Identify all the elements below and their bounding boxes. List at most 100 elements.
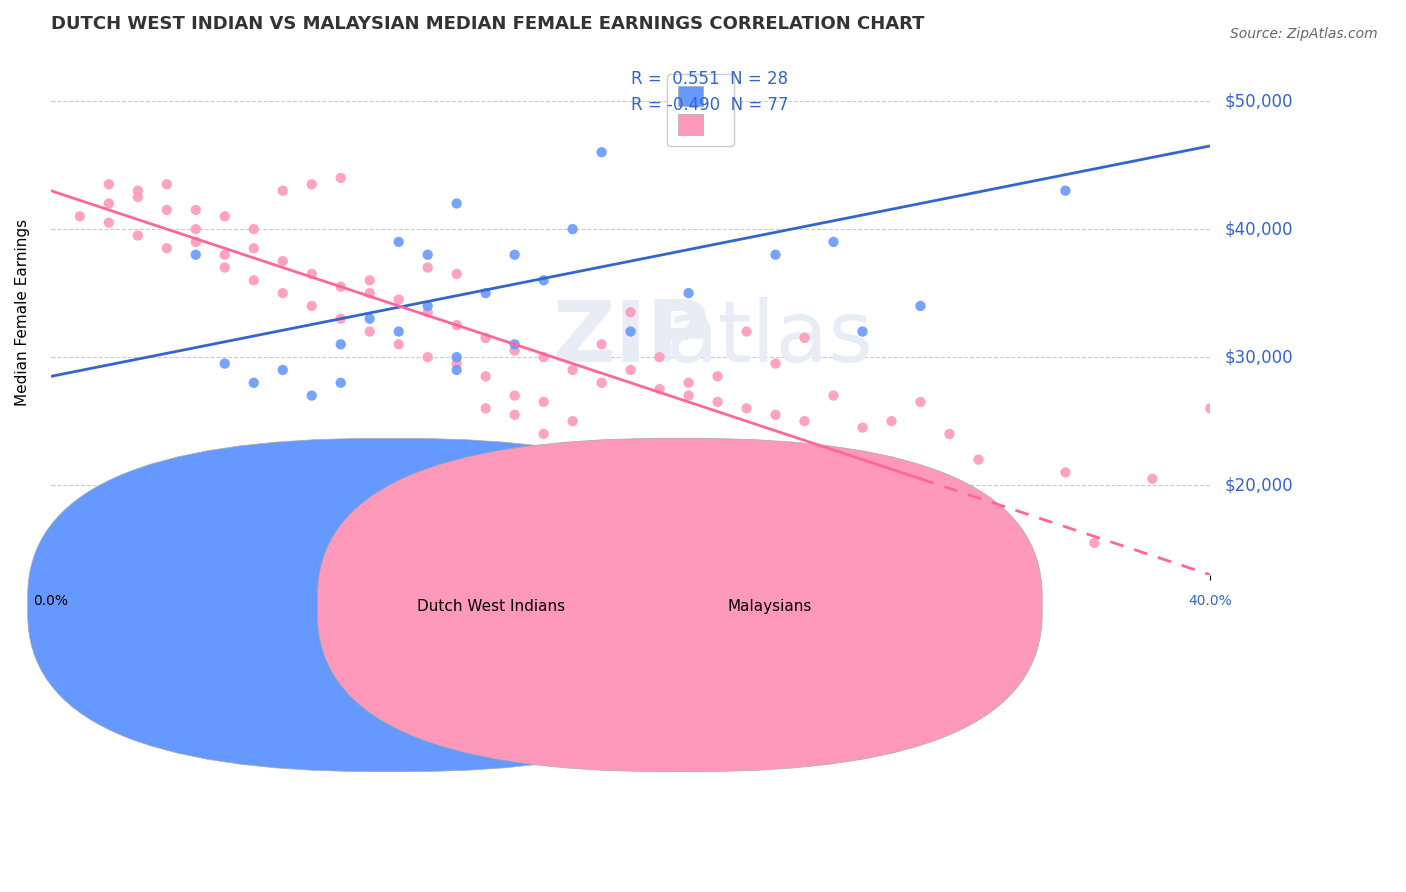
Point bbox=[678, 376, 700, 390]
Point bbox=[127, 228, 149, 243]
Point bbox=[301, 388, 323, 402]
Point bbox=[735, 401, 758, 416]
Point bbox=[446, 357, 468, 371]
Point bbox=[823, 235, 845, 249]
Point bbox=[359, 325, 381, 339]
Point bbox=[416, 260, 439, 275]
Point bbox=[823, 388, 845, 402]
Legend:  ,  : , bbox=[666, 74, 734, 146]
Point bbox=[69, 209, 91, 223]
Point bbox=[503, 343, 526, 358]
Point bbox=[503, 337, 526, 351]
Point bbox=[1083, 536, 1105, 550]
Point bbox=[416, 350, 439, 364]
Point bbox=[446, 267, 468, 281]
Point bbox=[97, 178, 120, 192]
Point bbox=[533, 273, 555, 287]
Point bbox=[997, 523, 1019, 537]
Text: R =  0.551  N = 28: R = 0.551 N = 28 bbox=[630, 70, 787, 88]
Point bbox=[446, 350, 468, 364]
Text: Malaysians: Malaysians bbox=[727, 599, 811, 614]
Point bbox=[735, 325, 758, 339]
Point bbox=[619, 305, 641, 319]
Point bbox=[359, 286, 381, 301]
Point bbox=[127, 184, 149, 198]
Point bbox=[561, 222, 583, 236]
Point bbox=[329, 311, 352, 326]
Point bbox=[706, 395, 728, 409]
Point bbox=[271, 184, 294, 198]
Point bbox=[416, 299, 439, 313]
Point bbox=[910, 299, 932, 313]
Point bbox=[503, 408, 526, 422]
Point bbox=[619, 325, 641, 339]
Point bbox=[938, 427, 960, 442]
Point bbox=[214, 357, 236, 371]
Point bbox=[97, 196, 120, 211]
Point bbox=[184, 202, 207, 217]
Point bbox=[97, 216, 120, 230]
Point bbox=[474, 401, 496, 416]
Point bbox=[214, 260, 236, 275]
Text: R = -0.490  N = 77: R = -0.490 N = 77 bbox=[630, 96, 789, 114]
Point bbox=[329, 376, 352, 390]
Point bbox=[416, 248, 439, 262]
Point bbox=[765, 408, 787, 422]
Point bbox=[648, 382, 671, 396]
Point bbox=[271, 286, 294, 301]
Point bbox=[648, 350, 671, 364]
Text: $30,000: $30,000 bbox=[1225, 348, 1294, 366]
Point bbox=[591, 145, 613, 160]
Text: Source: ZipAtlas.com: Source: ZipAtlas.com bbox=[1230, 27, 1378, 41]
Point bbox=[329, 337, 352, 351]
Point bbox=[329, 279, 352, 293]
Point bbox=[271, 254, 294, 268]
Point bbox=[388, 293, 411, 307]
Point bbox=[446, 363, 468, 377]
Point bbox=[503, 388, 526, 402]
Point bbox=[561, 363, 583, 377]
Text: $50,000: $50,000 bbox=[1225, 92, 1294, 110]
Point bbox=[793, 414, 815, 428]
Point bbox=[474, 331, 496, 345]
Point bbox=[388, 337, 411, 351]
Point bbox=[503, 248, 526, 262]
Text: 0.0%: 0.0% bbox=[34, 594, 69, 608]
Point bbox=[474, 286, 496, 301]
Text: 40.0%: 40.0% bbox=[1188, 594, 1232, 608]
Point bbox=[706, 369, 728, 384]
Point bbox=[1199, 401, 1222, 416]
Point bbox=[156, 241, 179, 255]
Point bbox=[214, 209, 236, 223]
Text: atlas: atlas bbox=[665, 297, 873, 380]
Point bbox=[156, 202, 179, 217]
Point bbox=[880, 414, 903, 428]
Point bbox=[591, 337, 613, 351]
Point bbox=[359, 273, 381, 287]
Point bbox=[242, 222, 264, 236]
Point bbox=[851, 420, 873, 434]
FancyBboxPatch shape bbox=[318, 438, 1042, 772]
Point bbox=[301, 178, 323, 192]
Point bbox=[127, 190, 149, 204]
Point bbox=[851, 325, 873, 339]
Point bbox=[184, 248, 207, 262]
Text: Dutch West Indians: Dutch West Indians bbox=[418, 599, 565, 614]
Point bbox=[533, 395, 555, 409]
Point bbox=[301, 267, 323, 281]
Point bbox=[678, 286, 700, 301]
Point bbox=[184, 222, 207, 236]
Point bbox=[591, 376, 613, 390]
Point bbox=[533, 427, 555, 442]
Point bbox=[446, 196, 468, 211]
Point bbox=[967, 452, 990, 467]
Point bbox=[416, 305, 439, 319]
Point bbox=[388, 325, 411, 339]
Point bbox=[242, 273, 264, 287]
Point bbox=[388, 235, 411, 249]
Text: $20,000: $20,000 bbox=[1225, 476, 1294, 494]
Text: DUTCH WEST INDIAN VS MALAYSIAN MEDIAN FEMALE EARNINGS CORRELATION CHART: DUTCH WEST INDIAN VS MALAYSIAN MEDIAN FE… bbox=[51, 15, 924, 33]
Point bbox=[359, 311, 381, 326]
Point bbox=[301, 299, 323, 313]
Text: $40,000: $40,000 bbox=[1225, 220, 1294, 238]
